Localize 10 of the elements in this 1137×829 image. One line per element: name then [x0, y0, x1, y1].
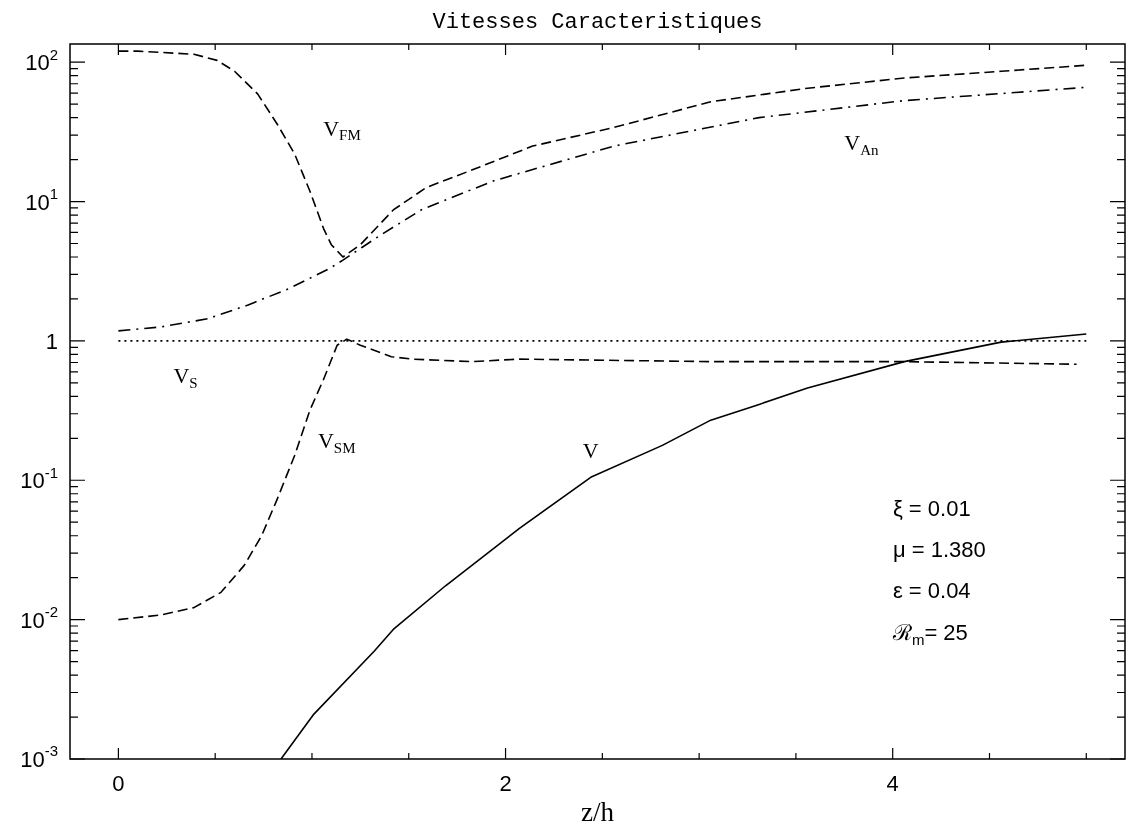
chart-title: Vitesses Caracteristiques	[432, 9, 763, 35]
y-tick-label: 1	[45, 328, 59, 354]
series-label: V	[582, 438, 599, 464]
annotation: ε = 0.04	[892, 578, 971, 604]
annotation: ξ = 0.01	[892, 495, 971, 521]
annotation: μ = 1.380	[892, 537, 986, 562]
x-tick-label: 2	[499, 771, 512, 797]
x-axis-title: z/h	[581, 797, 615, 828]
x-tick-label: 0	[112, 771, 125, 797]
x-tick-label: 4	[886, 771, 899, 797]
